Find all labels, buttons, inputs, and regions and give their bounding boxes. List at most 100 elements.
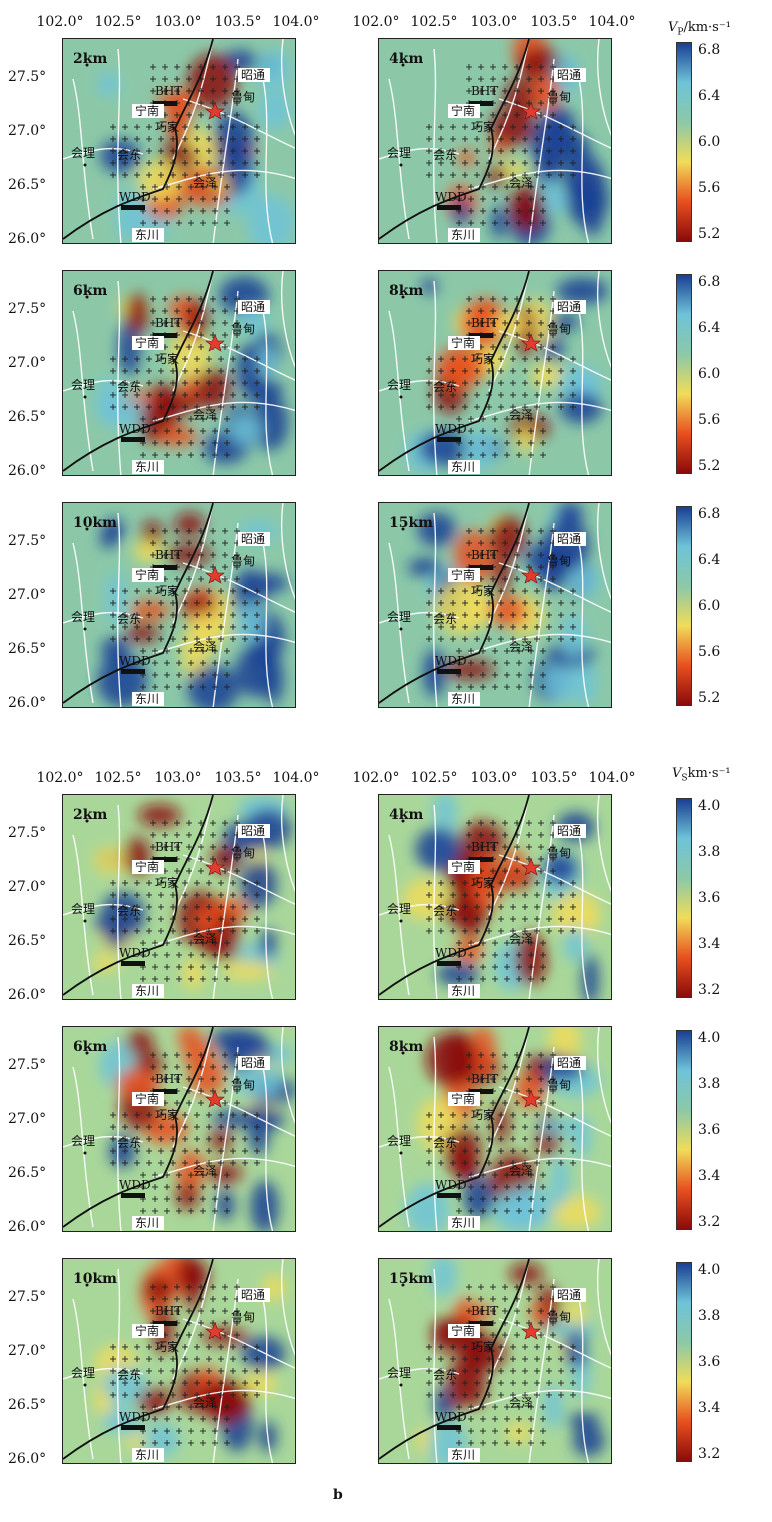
colorbar-tick: 3.4 xyxy=(698,936,721,952)
place-label-qiaojia: 巧家 xyxy=(155,875,179,890)
svg-text:会东: 会东 xyxy=(433,1136,457,1150)
place-label-huili: 会理 xyxy=(71,1366,95,1380)
fault-line xyxy=(596,1259,611,1357)
colorbar-tick: 5.2 xyxy=(698,226,721,242)
vs-colorbar-2: 4.0 3.8 3.6 3.4 3.2 xyxy=(676,1262,736,1462)
place-label-ningnan: 宁南 xyxy=(132,859,164,874)
anomaly-blob xyxy=(516,426,535,454)
svg-text:会理: 会理 xyxy=(387,1134,411,1148)
place-label-ludian: 鲁甸 xyxy=(231,90,255,104)
svg-text:WDD: WDD xyxy=(119,1410,151,1424)
depth-label: 15km xyxy=(389,515,433,531)
anomaly-blob xyxy=(253,394,289,451)
fault-line xyxy=(498,330,611,381)
epicenter-star-icon xyxy=(205,1090,225,1108)
svg-text:宁南: 宁南 xyxy=(451,103,475,118)
svg-text:巧家: 巧家 xyxy=(471,583,495,598)
station-grid xyxy=(426,528,576,690)
station-grid xyxy=(426,1284,576,1446)
river-line xyxy=(379,271,530,472)
fault-line xyxy=(578,310,590,475)
lon-tick: 103.0° xyxy=(154,770,202,786)
depth-label: 4km xyxy=(389,51,423,67)
svg-text:会理: 会理 xyxy=(387,146,411,160)
svg-text:宁南: 宁南 xyxy=(451,335,475,350)
colorbar-tick: 4.0 xyxy=(698,798,721,814)
lon-tick: 102.5° xyxy=(410,770,458,786)
anomaly-blob xyxy=(246,195,295,243)
place-label-huize: 会泽 xyxy=(193,176,217,190)
fault-line xyxy=(262,1298,274,1463)
colorbar-tick: 3.2 xyxy=(698,1446,721,1462)
svg-text:东川: 东川 xyxy=(135,1216,159,1230)
place-label-ningnan: 宁南 xyxy=(132,1323,164,1338)
anomaly-blob xyxy=(436,963,480,986)
anomaly-blob xyxy=(462,1304,494,1321)
station-label-wdd: WDD xyxy=(119,946,151,960)
colorbar-tick: 3.6 xyxy=(698,890,721,906)
anomaly-blob xyxy=(452,198,470,226)
svg-text:昭通: 昭通 xyxy=(241,1056,265,1070)
anomaly-blob xyxy=(105,919,127,949)
lon-tick: 102.5° xyxy=(94,770,142,786)
fault-line xyxy=(578,834,590,999)
river-line xyxy=(63,795,214,996)
svg-text:东川: 东川 xyxy=(451,1448,475,1462)
anomaly-blob xyxy=(208,1163,243,1184)
place-label-qiaojia: 巧家 xyxy=(471,351,495,366)
place-label-zhaotong: 昭通 xyxy=(238,300,270,314)
place-label-huili: 会理 xyxy=(387,146,411,160)
svg-text:WDD: WDD xyxy=(435,1410,467,1424)
fault-line xyxy=(182,330,295,381)
colorbar-tick: 3.4 xyxy=(698,1400,721,1416)
svg-text:昭通: 昭通 xyxy=(557,824,581,838)
anomaly-blob xyxy=(183,1259,201,1312)
lat-tick: 26.0° xyxy=(8,695,47,711)
svg-text:WDD: WDD xyxy=(435,1178,467,1192)
station-label-wdd: WDD xyxy=(435,1178,467,1192)
svg-text:会泽: 会泽 xyxy=(193,932,217,946)
fault-line xyxy=(72,310,94,472)
lat-tick: 26.0° xyxy=(8,463,47,479)
colorbar-tick: 6.4 xyxy=(698,88,721,104)
fault-line xyxy=(280,271,295,369)
lon-tick: 102.0° xyxy=(36,14,84,30)
svg-text:宁南: 宁南 xyxy=(451,1091,475,1106)
svg-text:鲁甸: 鲁甸 xyxy=(547,322,571,336)
lon-tick: 103.0° xyxy=(470,770,518,786)
fault-line xyxy=(498,562,611,613)
depth-label: 4km xyxy=(389,807,423,823)
station-label-wdd: WDD xyxy=(435,654,467,668)
anomaly-blob xyxy=(489,515,526,558)
place-label-huize: 会泽 xyxy=(193,640,217,654)
fault-line xyxy=(117,804,122,999)
place-label-qiaojia: 巧家 xyxy=(155,1339,179,1354)
station-label-wdd: WDD xyxy=(119,654,151,668)
lon-tick: 104.0° xyxy=(588,770,636,786)
fault-line xyxy=(182,562,295,613)
station-grid xyxy=(426,296,576,458)
station-label-wdd: WDD xyxy=(435,946,467,960)
lat-tick: 26.0° xyxy=(8,231,47,247)
anomaly-blob xyxy=(187,665,239,707)
svg-text:会泽: 会泽 xyxy=(509,1396,533,1410)
station-label-bht: BHT xyxy=(471,840,498,854)
place-label-huidong: 会东 xyxy=(117,148,141,162)
svg-text:东川: 东川 xyxy=(135,460,159,474)
fault-line xyxy=(498,854,611,905)
fault-line xyxy=(388,1298,410,1460)
fault-line xyxy=(117,280,122,475)
river-line xyxy=(63,1259,214,1460)
place-label-ningnan: 宁南 xyxy=(448,1091,480,1106)
anomaly-blob xyxy=(211,1110,259,1128)
depth-label: 6km xyxy=(73,1039,107,1055)
fault-line xyxy=(433,804,438,999)
fault-line xyxy=(280,39,295,137)
place-label-huidong: 会东 xyxy=(117,612,141,626)
anomaly-blob xyxy=(402,878,450,921)
svg-text:巧家: 巧家 xyxy=(155,1339,179,1354)
place-label-huili: 会理 xyxy=(387,902,411,916)
anomaly-blob xyxy=(92,846,131,875)
